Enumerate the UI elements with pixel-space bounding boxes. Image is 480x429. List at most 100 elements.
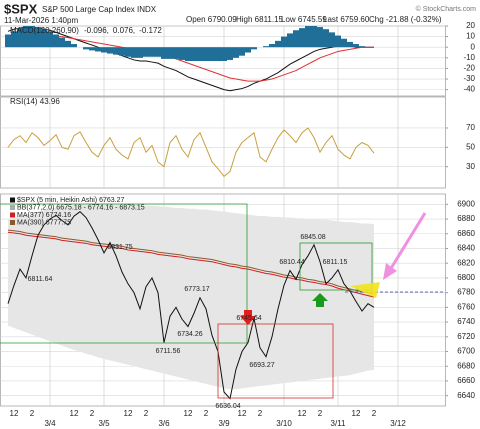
histogram-bar	[329, 32, 335, 48]
histogram-bar	[311, 26, 317, 48]
legend-swatch	[10, 212, 15, 218]
y-tick-label: 70	[466, 123, 475, 132]
series-line	[7, 229, 375, 295]
y-tick-label: 6860	[457, 229, 475, 238]
histogram-bar	[125, 47, 131, 57]
x-tick-label: 2	[144, 409, 149, 418]
green-arrow	[312, 293, 328, 307]
histogram-bar	[131, 47, 137, 58]
x-date-label: 3/11	[331, 419, 347, 428]
panel-frame	[0, 96, 446, 189]
series-line	[7, 26, 374, 92]
histogram-bar	[359, 46, 365, 48]
y-tick-label: 30	[466, 162, 475, 171]
histogram-bar	[305, 26, 311, 48]
histogram-bar	[95, 47, 101, 52]
x-tick-label: 12	[70, 409, 79, 418]
histogram-bar	[227, 47, 233, 60]
series-line	[7, 35, 374, 82]
price-annotation: 6831.75	[107, 244, 132, 251]
y-tick-label: 10	[466, 32, 475, 41]
histogram-bar	[47, 31, 53, 48]
pink-arrowhead	[383, 263, 397, 280]
y-tick-label: 6740	[457, 317, 475, 326]
legend-swatch	[10, 220, 15, 225]
index-name: S&P 500 Large Cap Index INDX	[42, 5, 157, 14]
pink-arrow	[388, 212, 427, 271]
histogram-bar	[347, 41, 353, 48]
histogram-bar	[71, 44, 77, 48]
y-tick-label: 6640	[457, 391, 475, 400]
green-box	[0, 203, 248, 344]
x-date-label: 3/6	[158, 419, 170, 428]
histogram-bar	[53, 34, 59, 48]
symbol: $SPX	[4, 1, 38, 16]
y-tick-label: 50	[466, 142, 475, 151]
quote: Last 6759.60	[323, 15, 370, 24]
price-annotation: 6711.56	[156, 348, 181, 355]
histogram-bar	[65, 40, 71, 48]
panel-title: RSI(14) 43.96	[10, 97, 60, 106]
histogram-bar	[101, 47, 107, 53]
price-annotation: 6773.17	[184, 286, 209, 293]
y-tick-label: 6820	[457, 258, 475, 267]
histogram-bar	[161, 47, 167, 59]
legend-entry: $SPX (5 min, Heikin Ashi) 6763.27	[17, 197, 124, 204]
histogram-bar	[107, 47, 113, 54]
histogram-bar	[293, 30, 299, 48]
histogram-bar	[287, 33, 293, 48]
panel-frame	[0, 193, 446, 407]
histogram-bar	[35, 27, 41, 48]
histogram-bar	[323, 29, 329, 48]
histogram-bar	[11, 31, 17, 48]
legend-entry: MA(390) 6777.75	[17, 219, 71, 226]
histogram-bar	[17, 28, 23, 48]
credit: © StockCharts.com	[416, 5, 477, 13]
histogram-bar	[89, 47, 95, 51]
histogram-bar	[113, 47, 119, 55]
series-line	[7, 231, 375, 298]
x-tick-label: 12	[238, 409, 247, 418]
histogram-bar	[83, 47, 89, 50]
x-tick-label: 12	[124, 409, 133, 418]
histogram-bar	[251, 47, 257, 50]
y-tick-label: 6800	[457, 273, 475, 282]
histogram-bar	[119, 47, 125, 56]
histogram-bar	[185, 47, 191, 61]
yellow-fan	[350, 282, 380, 298]
price-annotation: 6734.26	[177, 331, 202, 338]
y-tick-label: -10	[463, 53, 475, 62]
histogram-bar	[41, 29, 47, 48]
histogram-bar	[263, 46, 269, 48]
x-tick-label: 12	[10, 409, 19, 418]
panel-title: MACD(120,260,90)	[10, 26, 79, 35]
y-tick-label: 6880	[457, 214, 475, 223]
x-date-label: 3/10	[276, 419, 292, 428]
histogram-bar	[275, 40, 281, 48]
y-tick-label: 6720	[457, 332, 475, 341]
x-tick-label: 2	[258, 409, 263, 418]
quote: Low 6745.59	[281, 15, 327, 24]
y-tick-label: 6760	[457, 302, 475, 311]
legend-swatch	[10, 197, 15, 203]
legend-entry: -0.096,	[84, 26, 109, 35]
histogram-bar	[335, 35, 341, 48]
histogram-bar	[197, 47, 203, 61]
y-tick-label: -20	[463, 64, 475, 73]
histogram-bar	[29, 26, 35, 48]
y-tick-label: 0	[471, 42, 476, 51]
x-tick-label: 12	[184, 409, 193, 418]
x-tick-label: 12	[352, 409, 361, 418]
y-tick-label: 6840	[457, 244, 475, 253]
series-line	[7, 211, 375, 400]
histogram-bar	[215, 47, 221, 61]
x-tick-label: 2	[318, 409, 323, 418]
histogram-bar	[203, 47, 209, 61]
x-tick-label: 2	[372, 409, 377, 418]
histogram-bar	[179, 47, 185, 60]
histogram-bar	[353, 44, 359, 48]
histogram-bar	[269, 44, 275, 48]
x-tick-label: 2	[90, 409, 95, 418]
x-date-label: 3/12	[390, 419, 406, 428]
histogram-bar	[191, 47, 197, 61]
